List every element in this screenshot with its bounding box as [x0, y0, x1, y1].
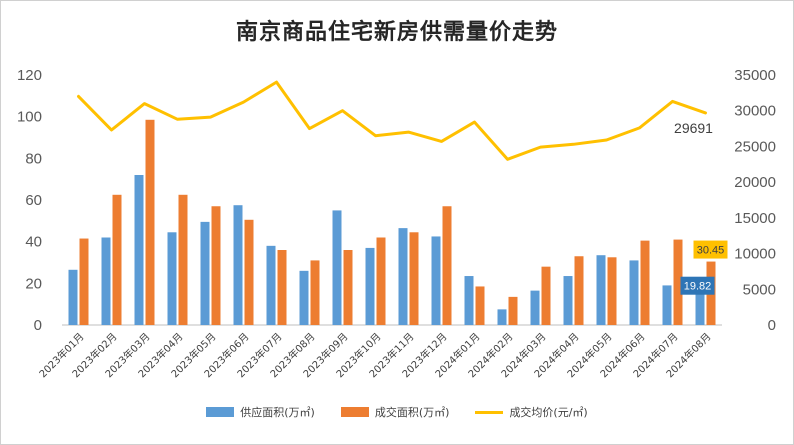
deal-data-label: 30.45 — [697, 245, 725, 257]
legend-item-deal: 成交面积(万㎡) — [340, 404, 450, 420]
chart-legend: 供应面积(万㎡) 成交面积(万㎡) 成交均价(元/㎡) — [0, 404, 794, 420]
bar-deal — [277, 250, 287, 325]
y-left-tick-label: 60 — [25, 192, 42, 209]
bar-deal — [607, 257, 617, 325]
bar-supply — [530, 290, 540, 325]
legend-swatch-price — [475, 410, 504, 414]
legend-label-price: 成交均价(元/㎡) — [509, 406, 588, 419]
bar-deal — [640, 240, 650, 325]
supply-data-label: 19.82 — [684, 281, 712, 293]
bar-supply — [431, 236, 441, 325]
bar-deal — [574, 256, 584, 325]
y-left-tick-label: 120 — [17, 67, 42, 84]
bar-supply — [101, 237, 111, 325]
bar-deal — [541, 266, 551, 325]
bar-supply — [596, 255, 606, 325]
bar-supply — [266, 245, 276, 325]
y-left-tick-label: 40 — [25, 234, 42, 251]
bar-deal — [79, 238, 89, 325]
bar-deal — [178, 194, 188, 325]
bar-deal — [145, 119, 155, 326]
bar-supply — [68, 269, 78, 325]
legend-label-deal: 成交面积(万㎡) — [374, 406, 450, 419]
bar-supply — [167, 232, 177, 325]
y-left-tick-label: 20 — [25, 275, 42, 292]
bar-deal — [376, 237, 386, 325]
bar-deal — [112, 194, 122, 325]
bar-deal — [244, 219, 254, 325]
bar-deal — [211, 206, 221, 325]
bar-deal — [343, 250, 353, 325]
y-right-tick-label: 5000 — [743, 281, 776, 298]
bar-supply — [134, 175, 144, 325]
deal-data-label-bg — [693, 240, 728, 259]
legend-item-price: 成交均价(元/㎡) — [475, 404, 588, 420]
bar-supply — [695, 283, 705, 325]
legend-swatch-deal — [340, 407, 369, 417]
legend-label-supply: 供应面积(万㎡) — [240, 406, 315, 419]
bar-supply — [497, 309, 507, 325]
y-right-tick-label: 35000 — [734, 67, 776, 84]
bar-supply — [332, 210, 342, 325]
bar-supply — [233, 205, 243, 325]
y-right-tick-label: 10000 — [734, 246, 776, 263]
bar-supply — [662, 285, 672, 325]
legend-swatch-supply — [206, 407, 235, 417]
price-data-label: 29691 — [674, 120, 713, 136]
bar-supply — [365, 247, 375, 325]
bar-deal — [475, 286, 485, 325]
bar-deal — [409, 232, 419, 325]
y-right-tick-label: 15000 — [734, 210, 776, 227]
bar-deal — [673, 239, 683, 325]
y-right-tick-label: 20000 — [734, 174, 776, 191]
bar-deal — [310, 260, 320, 325]
bar-supply — [629, 260, 639, 325]
bar-supply — [464, 276, 474, 325]
chart-title: 南京商品住宅新房供需量价走势 — [235, 19, 558, 45]
y-right-tick-label: 30000 — [734, 103, 776, 120]
bar-supply — [398, 228, 408, 325]
bar-supply — [200, 221, 210, 325]
bar-deal — [508, 296, 518, 325]
bar-supply — [299, 270, 309, 325]
price-line — [77, 80, 707, 161]
legend-item-supply: 供应面积(万㎡) — [206, 404, 315, 420]
y-left-tick-label: 80 — [25, 150, 42, 167]
y-left-tick-label: 100 — [17, 109, 42, 126]
bar-deal — [442, 206, 452, 325]
y-right-tick-label: 25000 — [734, 138, 776, 155]
y-left-tick-label: 0 — [34, 317, 42, 334]
y-right-tick-label: 0 — [768, 317, 776, 334]
bar-supply — [563, 276, 573, 325]
supply-data-label-bg — [680, 276, 715, 295]
